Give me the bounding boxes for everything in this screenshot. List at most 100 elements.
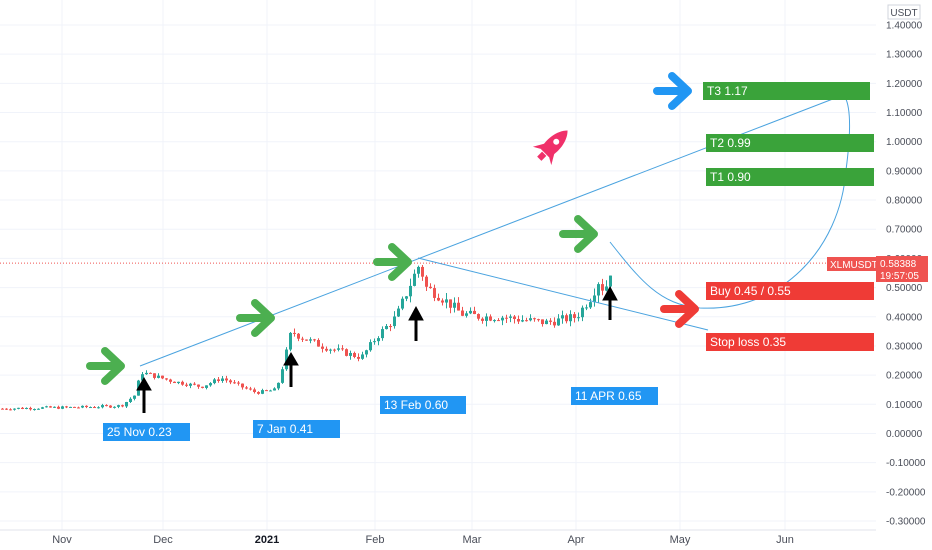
- candle-body: [561, 315, 564, 319]
- candle-body: [301, 338, 304, 340]
- candle-body: [553, 321, 556, 326]
- candle-body: [601, 284, 604, 291]
- candle-body: [213, 379, 216, 384]
- rocket-icon: [532, 130, 568, 166]
- entry-label: 7 Jan 0.41: [253, 420, 340, 438]
- svg-text:USDT: USDT: [890, 8, 917, 19]
- candle-body: [289, 332, 292, 350]
- candle-body: [201, 386, 204, 388]
- candle-body: [581, 307, 584, 318]
- svg-text:T2 0.99: T2 0.99: [710, 136, 751, 150]
- candle-body: [101, 405, 104, 408]
- candle-body: [125, 401, 128, 407]
- candle-body: [405, 296, 408, 299]
- candle-body: [169, 379, 172, 382]
- candle-body: [481, 318, 484, 321]
- svg-text:T1 0.90: T1 0.90: [710, 170, 751, 184]
- candle-body: [297, 333, 300, 339]
- entry-label: 13 Feb 0.60: [380, 396, 466, 414]
- candle-body: [333, 349, 336, 351]
- chevron-arrows: [86, 72, 699, 385]
- svg-text:13 Feb 0.60: 13 Feb 0.60: [384, 398, 448, 412]
- candle-body: [221, 378, 224, 381]
- red-right-arrow-icon: [660, 290, 699, 328]
- candle-body: [273, 388, 276, 391]
- candle-body: [325, 348, 328, 351]
- candle-body: [421, 266, 424, 277]
- candle-body: [245, 387, 248, 389]
- svg-text:11 APR 0.65: 11 APR 0.65: [575, 389, 642, 403]
- candle-body: [241, 383, 244, 388]
- candle-body: [85, 405, 88, 408]
- candle-body: [541, 319, 544, 325]
- candle-body: [69, 406, 72, 408]
- x-tick-label: Apr: [567, 534, 584, 546]
- candle-body: [225, 378, 228, 381]
- y-tick-label: -0.30000: [886, 517, 926, 528]
- candle-body: [569, 314, 572, 322]
- candle-body: [161, 375, 164, 379]
- candle-body: [13, 408, 16, 410]
- candle-body: [25, 407, 28, 409]
- candle-body: [321, 346, 324, 349]
- y-tick-label: 1.30000: [886, 50, 923, 61]
- candle-body: [525, 320, 528, 322]
- candle-body: [189, 383, 192, 386]
- candle-body: [425, 276, 428, 287]
- candle-body: [597, 284, 600, 296]
- stop-loss-label: Stop loss 0.35: [706, 333, 874, 351]
- candle-body: [609, 275, 612, 287]
- candle-body: [45, 406, 48, 408]
- candle-body: [1, 408, 4, 410]
- buy-label: Buy 0.45 / 0.55: [706, 282, 874, 300]
- candle-body: [205, 385, 208, 388]
- candle-body: [413, 273, 416, 286]
- candle-body: [389, 326, 392, 328]
- candle-body: [57, 406, 60, 409]
- candle-body: [105, 405, 108, 407]
- x-tick-label: Dec: [153, 534, 173, 546]
- candle-body: [149, 372, 152, 374]
- y-tick-label: 0.80000: [886, 196, 923, 207]
- candle-body: [313, 339, 316, 341]
- candle-body: [565, 315, 568, 322]
- currency-badge: [887, 4, 921, 20]
- y-tick-label: 0.30000: [886, 341, 923, 352]
- candle-body: [593, 295, 596, 303]
- candle-body: [341, 348, 344, 350]
- candle-body: [377, 338, 380, 342]
- time-axis[interactable]: Nov Dec 2021 Feb Mar Apr May Jun: [0, 529, 876, 546]
- blue-right-arrow-icon: [653, 72, 692, 110]
- candle-body: [65, 406, 68, 408]
- symbol-price-tag: XLMUSDT 0.58388 19:57:05: [827, 256, 928, 282]
- candle-body: [529, 318, 532, 321]
- candle-body: [309, 339, 312, 341]
- candle-body: [589, 302, 592, 308]
- y-tick-label: 0.50000: [886, 283, 923, 294]
- candle-body: [345, 349, 348, 356]
- candle-body: [197, 384, 200, 387]
- candle-body: [549, 320, 552, 322]
- y-tick-label: 0.70000: [886, 225, 923, 236]
- candle-body: [453, 302, 456, 308]
- candle-body: [117, 405, 120, 407]
- candle-body: [277, 382, 280, 389]
- candle-body: [573, 314, 576, 318]
- entry-label: 25 Nov 0.23: [103, 423, 190, 441]
- candle-body: [429, 286, 432, 289]
- candle-body: [233, 382, 236, 384]
- up-arrow-icon: [136, 377, 152, 413]
- candle-body: [145, 372, 148, 375]
- candle-body: [441, 300, 444, 303]
- candle-body: [109, 405, 112, 408]
- candle-body: [605, 286, 608, 291]
- svg-text:XLMUSDT: XLMUSDT: [830, 260, 878, 271]
- candle-body: [493, 320, 496, 322]
- candle-body: [517, 318, 520, 322]
- green-right-arrow-icon: [373, 243, 412, 281]
- candle-body: [173, 381, 176, 384]
- candle-body: [513, 316, 516, 319]
- candle-body: [165, 378, 168, 380]
- candle-body: [577, 317, 580, 319]
